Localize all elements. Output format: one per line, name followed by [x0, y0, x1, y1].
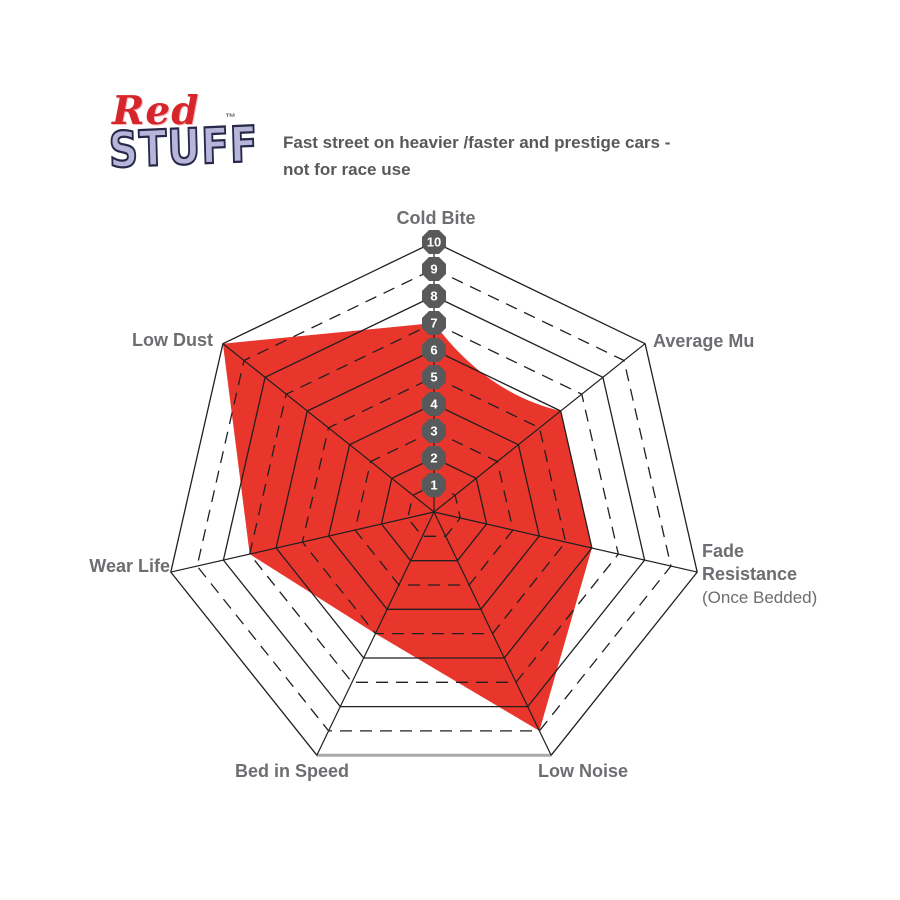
- scale-badge-value-4: 4: [430, 397, 438, 412]
- grid-ring-9: [196, 268, 672, 732]
- scale-badge-value-1: 1: [430, 478, 437, 493]
- scale-badge-6: [422, 338, 446, 362]
- series-polygon-redstuff: [222, 323, 592, 731]
- logo-word-red: Red: [112, 88, 200, 134]
- axis-label-average-mu: Average Mu: [653, 331, 754, 351]
- scale-badge-value-10: 10: [427, 235, 441, 250]
- scale-badge-2: [422, 446, 446, 470]
- axis-label-fade-resistance-once-bedded-line2: Resistance: [702, 564, 797, 584]
- scale-badge-8: [422, 284, 446, 308]
- scale-badge-4: [422, 392, 446, 416]
- axis-spoke-5: [170, 511, 435, 573]
- axis-label-fade-resistance-once-bedded-line3: (Once Bedded): [702, 588, 817, 607]
- scale-badge-3: [422, 419, 446, 443]
- chart-subtitle: Fast street on heavier /faster and prest…: [283, 129, 723, 183]
- grid-ring-2: [380, 457, 488, 562]
- subtitle-line-2: not for race use: [283, 160, 411, 179]
- redstuff-logo: Red ™ STUFF: [106, 88, 260, 202]
- axis-label-cold-bite: Cold Bite: [397, 208, 476, 228]
- scale-badge-value-3: 3: [430, 424, 437, 439]
- axis-label-bed-in-speed: Bed in Speed: [235, 761, 349, 781]
- axis-spoke-4: [316, 511, 435, 756]
- scale-badge-10: [422, 230, 446, 254]
- scale-badge-value-6: 6: [430, 343, 437, 358]
- grid-ring-3: [354, 430, 514, 586]
- scale-badge-5: [422, 365, 446, 389]
- grid-ring-8: [222, 295, 646, 708]
- grid-ring-6: [275, 349, 593, 659]
- trademark-symbol: ™: [225, 112, 236, 124]
- scale-badge-value-8: 8: [430, 289, 437, 304]
- scale-badge-value-7: 7: [430, 316, 437, 331]
- grid-ring-4: [327, 403, 541, 610]
- grid-ring-5: [301, 376, 567, 635]
- axis-label-wear-life: Wear Life: [89, 556, 170, 576]
- scale-badge-7: [422, 311, 446, 335]
- axis-spoke-3: [433, 511, 552, 756]
- axis-spoke-2: [433, 511, 698, 573]
- scale-badge-9: [422, 257, 446, 281]
- axis-label-low-noise: Low Noise: [538, 761, 628, 781]
- grid-ring-7: [248, 322, 620, 683]
- scale-badge-1: [422, 473, 446, 497]
- axis-label-low-dust: Low Dust: [132, 330, 213, 350]
- axis-label-fade-resistance-once-bedded-line1: Fade: [702, 541, 744, 561]
- scale-badge-value-9: 9: [430, 262, 437, 277]
- grid-ring-1: [406, 484, 462, 537]
- subtitle-line-1: Fast street on heavier /faster and prest…: [283, 133, 671, 152]
- scale-badge-value-5: 5: [430, 370, 437, 385]
- axis-spoke-1: [433, 343, 646, 513]
- scale-badge-value-2: 2: [430, 451, 437, 466]
- axis-spoke-6: [222, 343, 435, 513]
